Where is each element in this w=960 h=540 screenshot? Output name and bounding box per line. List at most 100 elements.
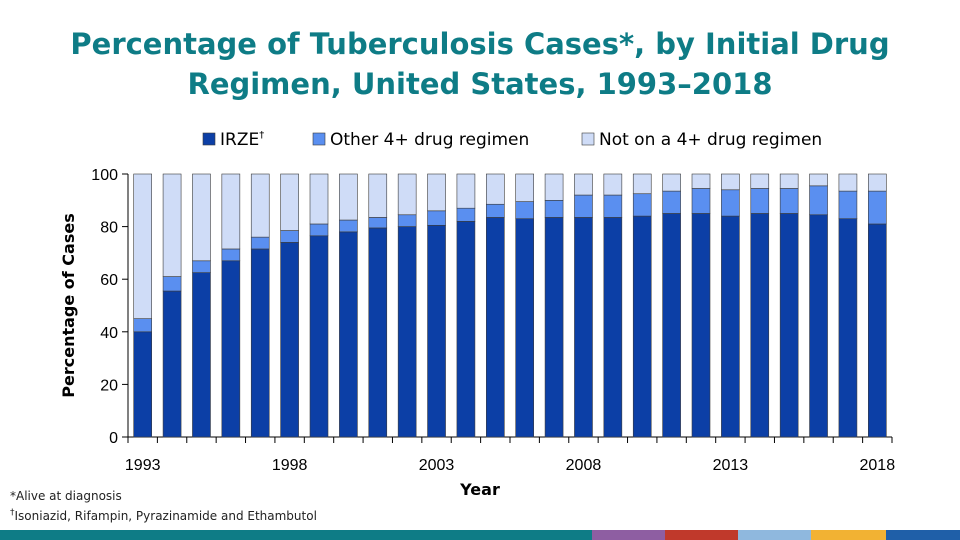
bar-segment xyxy=(250,248,270,438)
bar-segment xyxy=(221,260,241,438)
bar-segment xyxy=(456,221,476,438)
bar-segment xyxy=(603,173,623,196)
bar-segment xyxy=(133,173,152,319)
bar-segment xyxy=(544,217,564,438)
chart-title-line1: Percentage of Tuberculosis Cases*, by In… xyxy=(70,27,890,61)
bar-segment xyxy=(838,190,858,220)
bar-segment xyxy=(544,200,564,218)
bar-segment xyxy=(339,219,358,233)
bar-segment xyxy=(309,235,329,438)
bar-segment xyxy=(721,173,740,191)
bar-segment xyxy=(809,214,828,438)
bar-segment xyxy=(691,188,711,214)
bar-segment xyxy=(456,207,476,222)
bar-segment xyxy=(280,230,299,243)
x-tick-label: 2018 xyxy=(860,457,896,474)
bar-segment xyxy=(221,248,241,262)
bar-segment xyxy=(427,224,446,438)
legend-swatch xyxy=(581,132,595,146)
bar-segment xyxy=(662,190,681,214)
x-tick-label: 1993 xyxy=(125,457,161,474)
bar-segment xyxy=(721,189,740,217)
bar-segment xyxy=(574,217,593,438)
bar-segment xyxy=(133,331,152,438)
bar-segment xyxy=(721,215,740,438)
bar-segment xyxy=(544,173,564,201)
bar-segment xyxy=(632,173,652,195)
bottom-color-bar xyxy=(0,530,960,540)
footnote-alive: *Alive at diagnosis xyxy=(10,489,122,503)
bar-segment xyxy=(632,215,652,438)
y-axis-title: Percentage of Cases xyxy=(59,213,78,397)
bar-segment xyxy=(192,272,211,438)
y-tick-label: 0 xyxy=(109,430,118,447)
y-tick-label: 80 xyxy=(100,220,118,237)
bar-segment xyxy=(574,194,593,218)
bar-segment xyxy=(838,173,858,192)
bar-segment xyxy=(515,173,534,202)
bar-segment xyxy=(632,193,652,217)
bar-segment xyxy=(750,213,770,438)
chart-title: Percentage of Tuberculosis Cases*, by In… xyxy=(40,24,920,104)
legend-swatch xyxy=(202,132,216,146)
bottom-bar-segment xyxy=(0,530,592,540)
legend-label: Not on a 4+ drug regimen xyxy=(599,130,822,150)
bar-segment xyxy=(809,173,828,187)
bar-segment xyxy=(868,223,887,438)
bar-segment xyxy=(838,218,858,438)
bar-segment xyxy=(486,173,505,205)
bar-segment xyxy=(603,194,623,218)
bar-segment xyxy=(691,213,711,438)
y-tick-label: 100 xyxy=(91,167,118,184)
bar-segment xyxy=(192,260,211,273)
bar-segment xyxy=(397,214,417,227)
bar-segment xyxy=(486,203,505,218)
bar-segment xyxy=(162,173,182,277)
legend-swatch xyxy=(312,132,326,146)
footnote-irze-text: Isoniazid, Rifampin, Pyrazinamide and Et… xyxy=(14,509,317,523)
bar-segment xyxy=(280,242,299,438)
x-tick-label: 2003 xyxy=(419,457,455,474)
bar-segment xyxy=(574,173,593,196)
bar-segment xyxy=(750,173,770,189)
bar-segment xyxy=(515,218,534,438)
bar-segment xyxy=(397,173,417,216)
bar-segment xyxy=(309,223,329,237)
y-tick-label: 60 xyxy=(100,272,118,289)
bar-segment xyxy=(133,318,152,333)
bar-segment xyxy=(309,173,329,225)
bar-segment xyxy=(515,201,534,220)
footnotes: *Alive at diagnosis †Isoniazid, Rifampin… xyxy=(10,488,317,525)
bar-segment xyxy=(339,231,358,438)
bottom-bar-segment xyxy=(738,530,811,540)
bar-segment xyxy=(750,188,770,214)
bar-segment xyxy=(339,173,358,221)
bar-segment xyxy=(662,213,681,438)
bottom-bar-segment xyxy=(592,530,665,540)
bar-segment xyxy=(779,213,799,438)
bar-segment xyxy=(162,290,182,438)
x-tick-label: 1998 xyxy=(272,457,308,474)
y-tick-label: 40 xyxy=(100,325,118,342)
bottom-bar-segment xyxy=(811,530,886,540)
bar-segment xyxy=(280,173,299,231)
bar-segment xyxy=(456,173,476,209)
legend-label: IRZE† xyxy=(220,130,264,150)
bar-segment xyxy=(368,217,388,229)
bar-segment xyxy=(368,173,388,218)
bar-segment xyxy=(809,185,828,216)
bar-segment xyxy=(192,173,211,262)
x-tick-label: 2008 xyxy=(566,457,602,474)
bar-segment xyxy=(397,226,417,438)
bottom-bar-segment xyxy=(665,530,738,540)
footnote-dagger: † xyxy=(10,508,15,518)
bar-segment xyxy=(162,276,182,292)
bar-segment xyxy=(868,173,887,192)
bar-segment xyxy=(779,173,799,189)
y-tick-label: 20 xyxy=(100,377,118,394)
bar-segment xyxy=(868,190,887,225)
x-axis-title: Year xyxy=(459,480,500,499)
bar-segment xyxy=(368,227,388,438)
bar-segment xyxy=(662,173,681,192)
